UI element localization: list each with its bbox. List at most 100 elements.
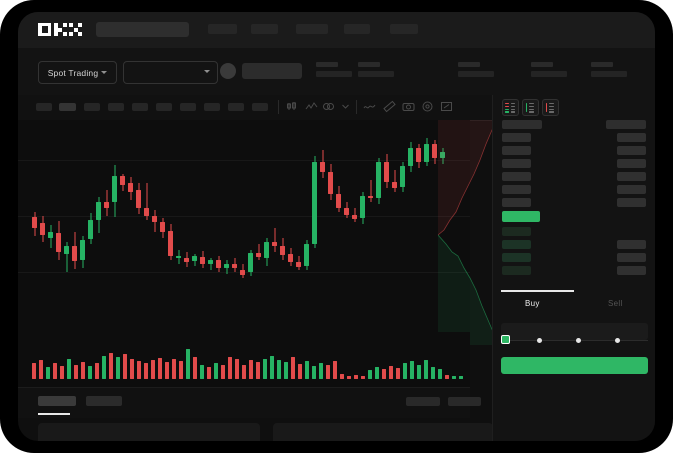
candle: [152, 120, 157, 332]
volume-bar: [298, 364, 302, 379]
candle: [440, 120, 445, 332]
market-stat-value: [316, 71, 352, 77]
orderbook-both-icon[interactable]: [502, 99, 519, 116]
candle: [208, 120, 213, 332]
orders-panel-left: [38, 423, 260, 441]
timeframe-button-8[interactable]: [204, 103, 220, 111]
candle: [408, 120, 413, 332]
candle: [184, 120, 189, 332]
candle: [176, 120, 181, 332]
chart-gridline: [18, 160, 470, 161]
timeframe-button-10[interactable]: [252, 103, 268, 111]
volume-bar: [347, 376, 351, 379]
volume-bar: [102, 356, 106, 379]
volume-bar: [256, 362, 260, 379]
timeframe-button-3[interactable]: [84, 103, 100, 111]
camera-icon[interactable]: [402, 100, 415, 113]
okx-logo[interactable]: [38, 23, 82, 36]
settings-icon[interactable]: [421, 100, 434, 113]
volume-bar: [396, 368, 400, 379]
orderbook-bid-row[interactable]: [502, 266, 531, 275]
amount-slider-dot-50[interactable]: [576, 338, 581, 343]
tab-buy[interactable]: Buy: [525, 299, 540, 308]
volume-bar: [312, 366, 316, 379]
candle: [248, 120, 253, 332]
timeframe-button-4[interactable]: [108, 103, 124, 111]
chevron-down-icon[interactable]: [339, 100, 352, 113]
sidebar-item-nav-2[interactable]: [251, 24, 278, 34]
timeframe-button-7[interactable]: [180, 103, 196, 111]
volume-histogram: [18, 332, 470, 387]
fullscreen-icon[interactable]: [440, 100, 453, 113]
search-input[interactable]: [96, 22, 189, 37]
price-field[interactable]: [501, 323, 648, 340]
volume-bar: [438, 369, 442, 379]
compare-icon[interactable]: [322, 100, 335, 113]
volume-bar: [130, 359, 134, 379]
timeframe-button-1[interactable]: [36, 103, 52, 111]
active-side-underline: [501, 290, 574, 292]
volume-bar: [382, 369, 386, 379]
chevron-down-icon: [101, 71, 108, 74]
toolbar-divider: [356, 100, 357, 114]
sidebar-item-nav-1[interactable]: [208, 24, 237, 34]
tab-order-history[interactable]: [86, 396, 122, 406]
timeframe-button-5[interactable]: [132, 103, 148, 111]
tab-open-orders[interactable]: [38, 396, 76, 406]
candle: [96, 120, 101, 332]
trading-pair-dropdown[interactable]: [123, 61, 218, 84]
place-buy-order-button[interactable]: [501, 357, 648, 374]
volume-bar: [172, 359, 176, 379]
orderbook-bid-row[interactable]: [502, 253, 531, 262]
orderbook-ask-row[interactable]: [502, 133, 531, 142]
candlestick-chart[interactable]: [18, 120, 470, 332]
volume-bar: [368, 370, 372, 379]
candle: [112, 120, 117, 332]
volume-bar: [116, 357, 120, 379]
orderbook-bid-row[interactable]: [502, 227, 531, 236]
orderbook-ask-row[interactable]: [502, 159, 531, 168]
orderbook-ask-row[interactable]: [502, 172, 531, 181]
orderbook-ask-size: [617, 198, 646, 207]
amount-slider-dot-25[interactable]: [537, 338, 542, 343]
timeframe-button-2[interactable]: [59, 103, 76, 111]
line-chart-icon[interactable]: [363, 100, 376, 113]
timeframe-button-6[interactable]: [156, 103, 172, 111]
orderbook-ask-row[interactable]: [502, 146, 531, 155]
amount-slider-track[interactable]: [503, 340, 648, 341]
orderbook-bid-row[interactable]: [502, 240, 531, 249]
orderbook-ask-row[interactable]: [502, 185, 531, 194]
candle: [376, 120, 381, 332]
spot-trading-dropdown[interactable]: Spot Trading: [38, 61, 117, 84]
orders-tabbar: [18, 387, 481, 418]
volume-bar: [165, 362, 169, 379]
volume-bar: [214, 363, 218, 379]
market-stat-label: [358, 62, 380, 67]
orderbook-bids-icon[interactable]: [522, 99, 539, 116]
volume-bar: [270, 356, 274, 379]
amount-slider-handle[interactable]: [501, 335, 510, 344]
timeframe-button-9[interactable]: [228, 103, 244, 111]
orderbook-ask-size: [617, 133, 646, 142]
indicator-icon[interactable]: [305, 100, 318, 113]
top-navbar: [18, 12, 655, 48]
orderbook-ask-row[interactable]: [502, 198, 531, 207]
volume-bar: [53, 363, 57, 379]
candlestick-chart-icon[interactable]: [286, 100, 299, 113]
amount-slider-dot-75[interactable]: [615, 338, 620, 343]
orders-action-2[interactable]: [448, 397, 481, 406]
volume-bar: [403, 363, 407, 379]
tab-sell[interactable]: Sell: [608, 299, 623, 308]
orders-action-1[interactable]: [406, 397, 440, 406]
volume-bar: [375, 367, 379, 379]
sidebar-item-nav-3[interactable]: [296, 24, 328, 34]
sidebar-item-nav-4[interactable]: [344, 24, 370, 34]
candle: [384, 120, 389, 332]
volume-bar: [74, 365, 78, 379]
orderbook-col-header-size: [606, 120, 646, 129]
ruler-icon[interactable]: [383, 100, 396, 113]
sidebar-item-nav-5[interactable]: [390, 24, 418, 34]
orderbook-asks-icon[interactable]: [542, 99, 559, 116]
volume-bar: [249, 360, 253, 379]
